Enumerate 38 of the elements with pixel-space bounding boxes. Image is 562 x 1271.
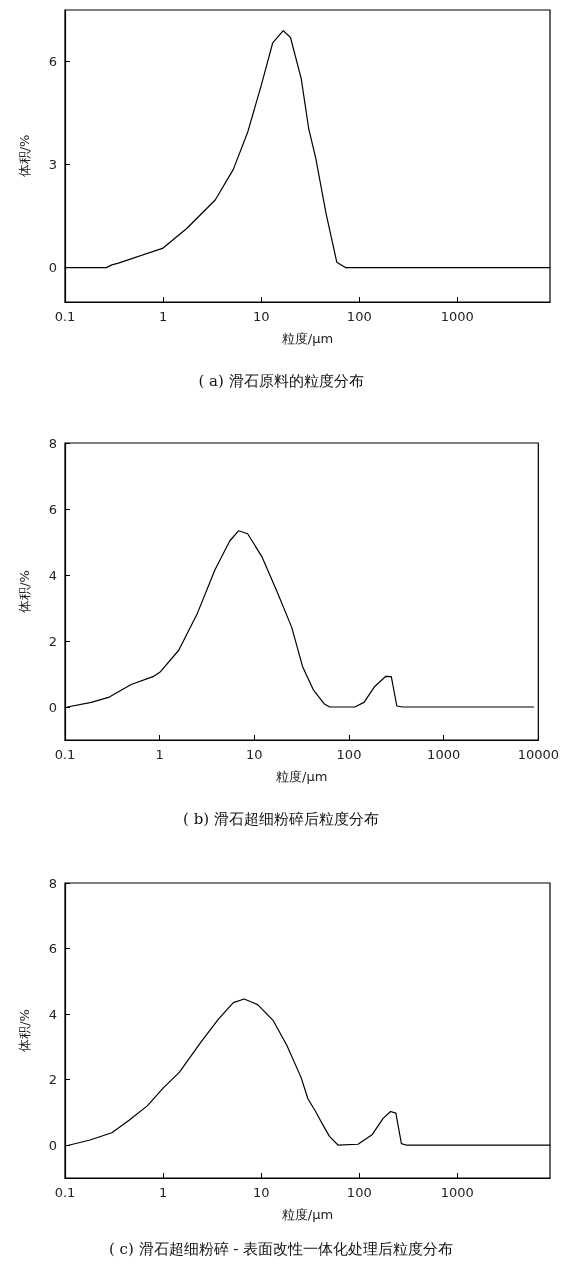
y-tick-label: 8	[48, 435, 57, 451]
text: ( c) 滑石超细粉碎 - 表面改性一体化处理后粒度分布	[108, 1239, 454, 1258]
x-tick-label: 1	[158, 1185, 168, 1200]
y-tick-label: 6	[48, 54, 57, 70]
y-tick-label: 0	[48, 699, 57, 715]
y-tick-label: 2	[48, 633, 57, 649]
y-tick-label: 2	[48, 1072, 57, 1088]
y-tick-label: 0	[48, 1137, 57, 1153]
y-axis-title: 体积/%	[17, 134, 32, 178]
y-tick-label: 3	[48, 157, 57, 173]
text: ( a) 滑石原料的粒度分布	[198, 371, 364, 390]
x-tick-label: 10	[252, 1185, 270, 1200]
y-tick-label: 6	[48, 941, 57, 957]
y-tick-label: 0	[48, 260, 57, 276]
x-tick-label: 100	[346, 1185, 372, 1200]
y-tick-label: 8	[48, 875, 57, 891]
x-tick-label: 10	[246, 747, 263, 762]
y-tick-label: 4	[48, 567, 57, 583]
y-tick-label: 4	[48, 1006, 57, 1022]
x-tick-label: 0.1	[54, 1185, 76, 1200]
x-tick-label: 10000	[517, 747, 559, 762]
x-tick-label: 1	[155, 747, 164, 762]
x-axis-title: 粒度/μm	[281, 1207, 334, 1222]
text: ( b) 滑石超细粉碎后粒度分布	[183, 809, 379, 828]
x-tick-label: 1000	[440, 309, 474, 324]
x-axis-title: 粒度/μm	[281, 331, 334, 346]
y-tick-label: 6	[48, 501, 57, 517]
x-tick-label: 1000	[427, 747, 461, 762]
x-tick-label: 1000	[440, 1185, 474, 1200]
x-tick-label: 100	[336, 747, 362, 762]
y-axis-title: 体积/%	[17, 570, 32, 613]
x-tick-label: 0.1	[54, 309, 76, 324]
x-tick-label: 0.1	[54, 747, 76, 762]
x-tick-label: 10	[252, 309, 270, 324]
x-tick-label: 100	[346, 309, 372, 324]
y-axis-title: 体积/%	[17, 1009, 32, 1052]
x-axis-title: 粒度/μm	[276, 769, 328, 784]
x-tick-label: 1	[158, 309, 168, 324]
